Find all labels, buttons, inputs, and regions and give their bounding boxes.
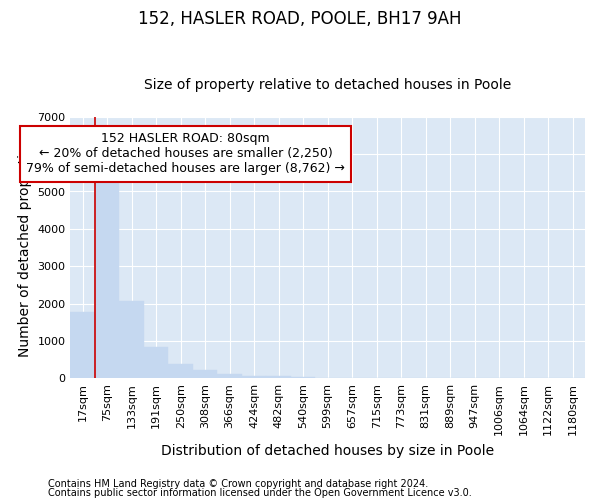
Bar — [291, 377, 316, 378]
Title: Size of property relative to detached houses in Poole: Size of property relative to detached ho… — [144, 78, 511, 92]
Bar — [217, 374, 242, 378]
Bar — [193, 370, 217, 378]
Bar — [119, 302, 144, 378]
Text: 152, HASLER ROAD, POOLE, BH17 9AH: 152, HASLER ROAD, POOLE, BH17 9AH — [138, 10, 462, 28]
Bar — [70, 312, 95, 378]
Bar — [266, 376, 291, 378]
Text: Contains public sector information licensed under the Open Government Licence v3: Contains public sector information licen… — [48, 488, 472, 498]
Text: Contains HM Land Registry data © Crown copyright and database right 2024.: Contains HM Land Registry data © Crown c… — [48, 479, 428, 489]
Bar — [169, 364, 193, 378]
Y-axis label: Number of detached properties: Number of detached properties — [18, 138, 32, 357]
Text: 152 HASLER ROAD: 80sqm
← 20% of detached houses are smaller (2,250)
79% of semi-: 152 HASLER ROAD: 80sqm ← 20% of detached… — [26, 132, 345, 176]
Bar — [144, 348, 169, 378]
Bar — [242, 376, 266, 378]
X-axis label: Distribution of detached houses by size in Poole: Distribution of detached houses by size … — [161, 444, 494, 458]
Bar — [95, 162, 119, 378]
